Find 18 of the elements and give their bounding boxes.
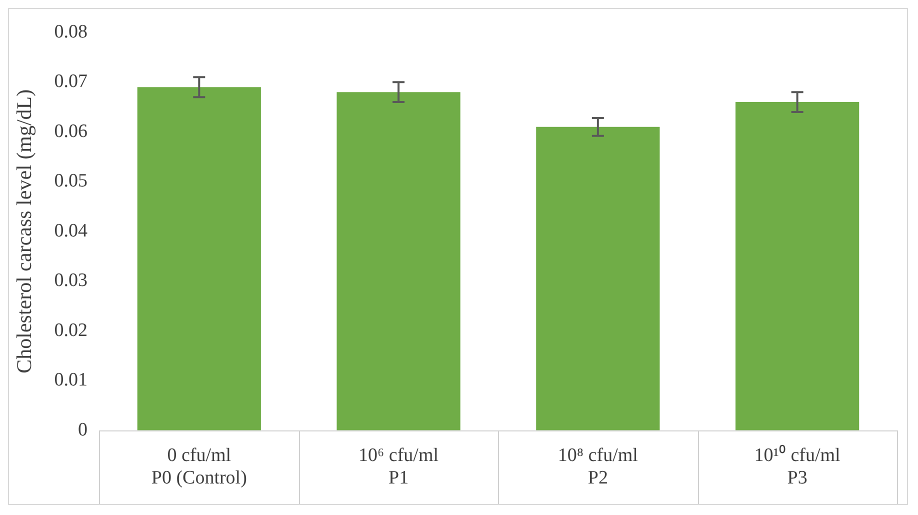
x-tick-label: 10¹⁰ cfu/ml P3 xyxy=(754,444,840,489)
y-tick-label: 0.05 xyxy=(54,170,88,192)
y-tick-label: 0.08 xyxy=(54,21,88,42)
bar xyxy=(735,102,860,430)
y-tick-label: 0.07 xyxy=(54,71,88,92)
y-axis-title: Cholesterol carcass level (mg/dL) xyxy=(12,89,36,374)
y-tick-label: 0.04 xyxy=(54,220,88,242)
x-tick-label: 10⁶ cfu/ml P1 xyxy=(358,444,439,489)
x-tick-label: 0 cfu/ml P0 (Control) xyxy=(151,444,247,489)
bar xyxy=(336,92,460,430)
bar xyxy=(536,126,660,430)
x-tick-label: 10⁸ cfu/ml P2 xyxy=(558,444,638,489)
y-tick-label: 0.06 xyxy=(54,120,88,142)
y-tick-label: 0 xyxy=(78,419,88,440)
bar xyxy=(137,87,261,430)
y-tick-label: 0.02 xyxy=(54,320,88,341)
y-tick-label: 0.03 xyxy=(54,270,88,292)
y-tick-label: 0.01 xyxy=(54,370,88,391)
